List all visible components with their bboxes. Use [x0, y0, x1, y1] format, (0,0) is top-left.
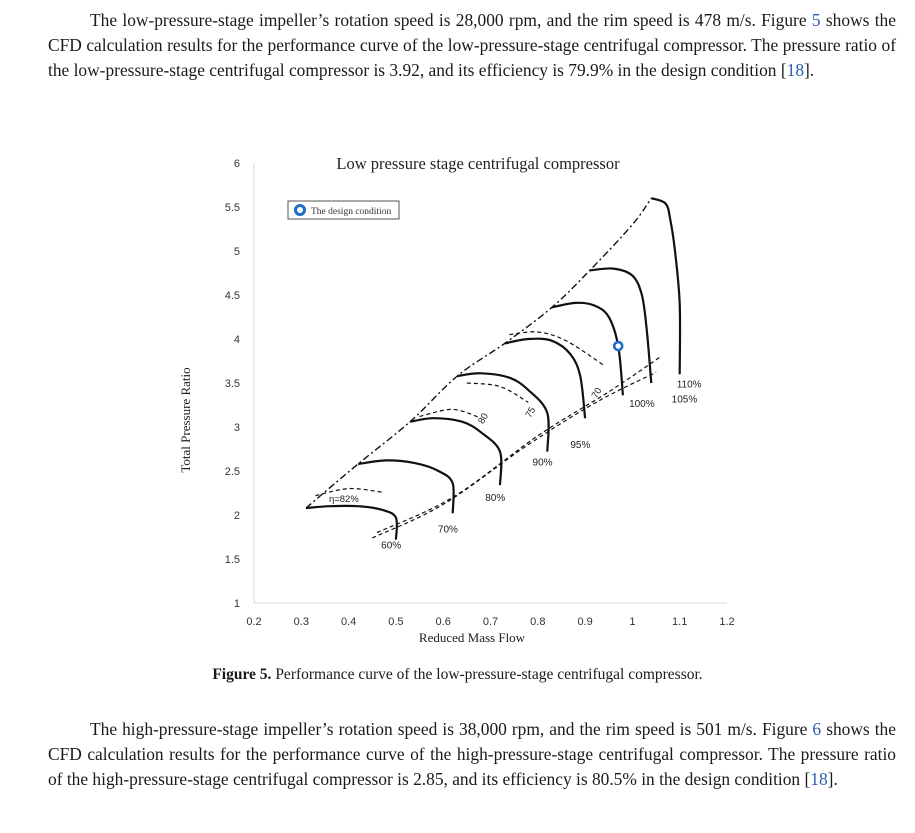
y-tick-label: 2.5 — [225, 466, 240, 478]
y-tick-label: 4 — [234, 334, 240, 346]
speed-label: 70% — [438, 525, 458, 536]
speed-label: 60% — [381, 540, 401, 551]
efficiency-label: 80 — [476, 411, 491, 426]
surge-line — [305, 197, 652, 509]
x-tick-label: 0.9 — [577, 616, 592, 628]
speed-label: 110% — [677, 379, 702, 390]
efficiency-contour — [315, 487, 382, 497]
para1-sentence-2: shows the CFD calculation results for th… — [48, 10, 896, 80]
speed-line — [457, 372, 550, 452]
para2-figure-word: Figure — [761, 719, 808, 739]
x-tick-label: 0.3 — [294, 616, 309, 628]
para1-figure-word: Figure — [761, 10, 807, 30]
chart-axes — [253, 163, 727, 604]
chart-title: Low pressure stage centrifugal compresso… — [336, 154, 620, 173]
y-tick-label: 2 — [234, 510, 240, 522]
y-tick-label: 1.5 — [225, 554, 240, 566]
speed-label: 80% — [485, 493, 505, 504]
para2-sentence-2: shows the CFD calculation results for th… — [48, 719, 896, 789]
x-tick-label: 0.4 — [341, 616, 356, 628]
speed-line — [357, 459, 455, 514]
legend-label: The design condition — [311, 207, 391, 217]
x-axis-label: Reduced Mass Flow — [419, 630, 526, 645]
cite-open: [ — [780, 60, 787, 80]
efficiency-contour — [419, 408, 482, 419]
x-tick-label: 0.6 — [436, 616, 451, 628]
choke-line — [376, 356, 662, 534]
x-tick-label: 1.1 — [672, 616, 687, 628]
speed-line — [650, 197, 682, 375]
y-tick-label: 6 — [234, 158, 240, 170]
cite-open: [ — [804, 769, 811, 789]
paragraph-2: The high-pressure-stage impeller’s rotat… — [48, 717, 896, 792]
efficiency-label: 75 — [523, 405, 538, 420]
performance-chart: 0.2 0.3 0.4 0.5 0.6 0.7 0.8 0.9 1 1.1 1.2 1 1.5 2 2.5 3… — [178, 154, 735, 645]
speed-label: 95% — [570, 440, 590, 451]
para2-sentence-1: The high-pressure-stage impeller’s rotat… — [90, 719, 757, 739]
efficiency-contour — [509, 331, 605, 366]
citation-18-link[interactable]: 18 — [786, 60, 805, 80]
efficiency-label: η=82% — [329, 494, 359, 505]
y-axis-label: Total Pressure Ratio — [178, 367, 193, 472]
caption-label: Figure 5. — [212, 666, 272, 683]
speed-label: 105% — [672, 394, 698, 405]
y-tick-label: 5 — [234, 246, 240, 258]
speed-label: 90% — [533, 458, 553, 469]
speed-line — [305, 504, 399, 540]
efficiency-contour — [466, 382, 529, 403]
x-tick-label: 1.2 — [719, 616, 734, 628]
speed-line — [589, 267, 653, 384]
citation-18-link[interactable]: 18 — [810, 769, 828, 789]
figure-5-link[interactable]: 5 — [811, 10, 821, 30]
speed-label: 100% — [629, 399, 655, 410]
y-tick-label: 1 — [234, 598, 240, 610]
x-tick-label: 0.8 — [530, 616, 545, 628]
chart-labels: 0.2 0.3 0.4 0.5 0.6 0.7 0.8 0.9 1 1.1 1.2 1 1.5 2 2.5 3… — [225, 158, 735, 628]
x-tick-label: 0.7 — [483, 616, 498, 628]
design-condition-legend-marker — [294, 204, 306, 216]
speed-line — [551, 301, 624, 396]
legend: The design condition — [287, 200, 400, 220]
speed-line — [504, 337, 587, 419]
x-tick-label: 1 — [629, 616, 635, 628]
y-tick-label: 3.5 — [225, 378, 240, 390]
design-point-marker — [612, 340, 624, 352]
choke-line — [372, 371, 657, 539]
cite-close: ]. — [804, 60, 815, 80]
figure-6-link[interactable]: 6 — [812, 719, 822, 739]
efficiency-contours — [305, 197, 662, 539]
x-tick-label: 0.5 — [388, 616, 403, 628]
y-tick-label: 3 — [234, 422, 240, 434]
y-tick-label: 4.5 — [225, 290, 240, 302]
efficiency-label: 70 — [590, 386, 605, 401]
figure-caption: Figure 5. Performance curve of the low-p… — [0, 666, 915, 684]
caption-text: Performance curve of the low-pressure-st… — [275, 666, 703, 683]
para1-sentence-1: The low-pressure-stage impeller’s rotati… — [90, 10, 756, 30]
paragraph-1: The low-pressure-stage impeller’s rotati… — [48, 8, 896, 83]
speed-lines — [305, 197, 682, 540]
y-tick-label: 5.5 — [225, 202, 240, 214]
speed-line — [409, 417, 503, 486]
cite-close: ]. — [827, 769, 838, 789]
x-tick-label: 0.2 — [246, 616, 261, 628]
